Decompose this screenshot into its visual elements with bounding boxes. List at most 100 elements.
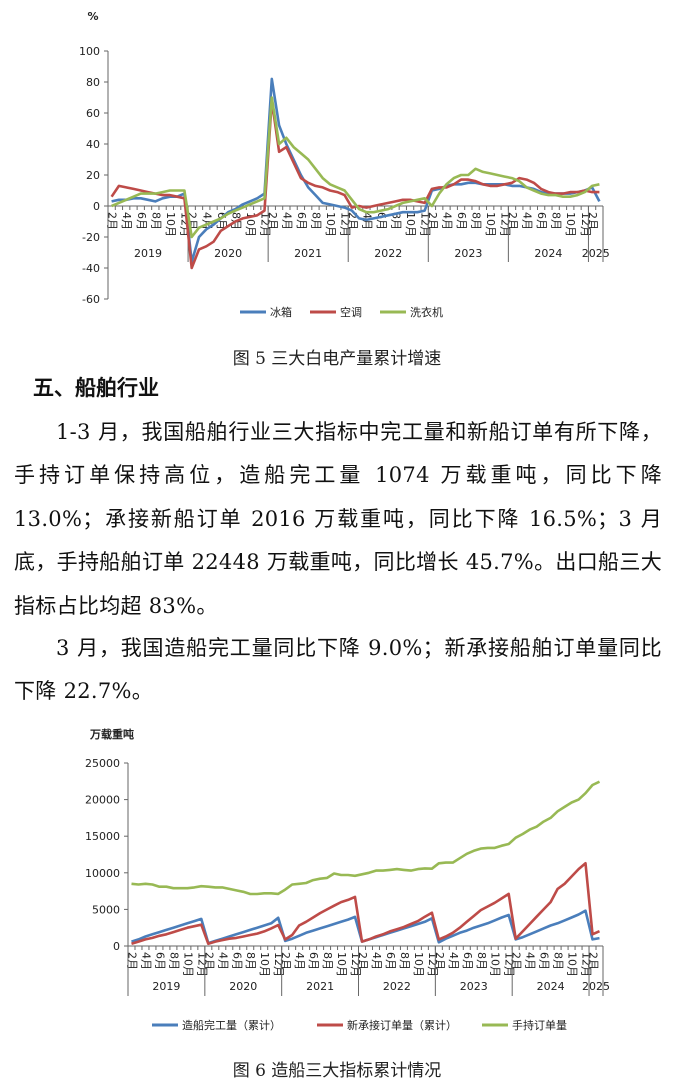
x-tick-label: 4月	[521, 212, 534, 230]
x-tick-label: 2月	[587, 952, 600, 970]
series-line	[111, 96, 600, 239]
x-group-label: 2025	[582, 247, 610, 260]
x-tick-label: 2月	[106, 212, 119, 230]
legend-label: 洗衣机	[410, 305, 443, 319]
x-tick-label: 6月	[384, 952, 397, 970]
x-tick-label: 2月	[279, 952, 292, 970]
series-line	[111, 77, 601, 264]
x-tick-label: 6月	[230, 952, 243, 970]
x-tick-label: 8月	[550, 212, 563, 230]
x-tick-label: 10月	[181, 952, 194, 977]
series-line	[131, 780, 601, 896]
y-tick-label: 0	[93, 200, 100, 213]
x-tick-label: 8月	[309, 212, 322, 230]
y-tick-label: 10000	[85, 867, 120, 880]
x-tick-label: 10月	[335, 952, 348, 977]
x-tick-label: 6月	[538, 952, 551, 970]
y-tick-label: 15000	[85, 830, 120, 843]
x-group-label: 2020	[229, 980, 257, 993]
x-tick-label: 4月	[139, 952, 152, 970]
x-group-label: 2024	[537, 980, 565, 993]
x-tick-label: 8月	[470, 212, 483, 230]
x-tick-label: 2月	[506, 212, 519, 230]
y-axis-unit: %	[87, 10, 98, 23]
x-tick-label: 2月	[433, 952, 446, 970]
x-tick-label: 4月	[447, 952, 460, 970]
x-group-label: 2022	[374, 247, 402, 260]
x-tick-label: 6月	[295, 212, 308, 230]
x-tick-label: 6月	[535, 212, 548, 230]
y-tick-label: 5000	[92, 903, 120, 916]
y-tick-label: 60	[86, 107, 100, 120]
x-group-label: 2021	[294, 247, 322, 260]
x-group-label: 2020	[214, 247, 242, 260]
x-tick-label: 8月	[149, 212, 162, 230]
series-line	[131, 861, 601, 946]
y-tick-label: 20	[86, 169, 100, 182]
x-tick-label: 10月	[324, 212, 337, 237]
x-group-label: 2019	[152, 980, 180, 993]
legend-label: 造船完工量（累计）	[182, 1018, 281, 1032]
x-tick-label: 2月	[202, 952, 215, 970]
y-tick-label: -60	[82, 293, 100, 306]
x-tick-label: 4月	[524, 952, 537, 970]
x-tick-label: 10月	[164, 212, 177, 237]
x-tick-label: 10月	[566, 952, 579, 977]
x-tick-label: 4月	[293, 952, 306, 970]
x-group-label: 2023	[454, 247, 482, 260]
x-tick-label: 2月	[125, 952, 138, 970]
x-tick-label: 10月	[412, 952, 425, 977]
x-tick-label: 6月	[153, 952, 166, 970]
x-tick-label: 2月	[266, 212, 279, 230]
x-tick-label: 6月	[135, 212, 148, 230]
y-tick-label: 25000	[85, 757, 120, 770]
x-tick-label: 8月	[398, 952, 411, 970]
x-tick-label: 4月	[440, 212, 453, 230]
x-group-label: 2024	[534, 247, 562, 260]
series-line	[110, 99, 600, 270]
x-tick-label: 2月	[510, 952, 523, 970]
x-tick-label: 10月	[484, 212, 497, 237]
paragraph: 3 月，我国造船完工量同比下降 9.0%；新承接船舶订单量同比下降 22.7%。	[14, 636, 662, 704]
x-tick-label: 4月	[120, 212, 133, 230]
figure-caption: 图 5 三大白电产量累计增速	[233, 349, 442, 369]
legend-label: 新承接订单量（累计）	[347, 1018, 457, 1032]
x-tick-label: 10月	[404, 212, 417, 237]
x-tick-label: 8月	[475, 952, 488, 970]
x-group-label: 2019	[134, 247, 162, 260]
x-tick-label: 8月	[167, 952, 180, 970]
x-tick-label: 10月	[258, 952, 271, 977]
x-tick-label: 8月	[244, 952, 257, 970]
y-tick-label: 0	[113, 940, 120, 953]
y-axis-unit: 万载重吨	[89, 727, 134, 741]
x-tick-label: 6月	[461, 952, 474, 970]
legend-label: 空调	[340, 305, 362, 319]
y-tick-label: 80	[86, 76, 100, 89]
y-tick-label: 100	[79, 45, 100, 58]
x-tick-label: 4月	[370, 952, 383, 970]
x-tick-label: 4月	[280, 212, 293, 230]
x-tick-label: 2月	[586, 212, 599, 230]
y-tick-label: 40	[86, 138, 100, 151]
y-tick-label: -20	[82, 231, 100, 244]
legend-label: 冰箱	[270, 305, 292, 319]
x-group-label: 2021	[306, 980, 334, 993]
paragraph: 1-3 月，我国船舶行业三大指标中完工量和新船订单有所下降，手持订单保持高位，造…	[14, 420, 662, 618]
x-tick-label: 8月	[321, 952, 334, 970]
y-tick-label: -40	[82, 262, 100, 275]
x-tick-label: 8月	[390, 212, 403, 230]
y-tick-label: 20000	[85, 794, 120, 807]
x-tick-label: 8月	[552, 952, 565, 970]
figure-caption: 图 6 造船三大指标累计情况	[233, 1061, 442, 1081]
x-tick-label: 2月	[356, 952, 369, 970]
x-group-label: 2025	[582, 980, 610, 993]
legend-label: 手持订单量	[512, 1018, 567, 1032]
x-tick-label: 6月	[307, 952, 320, 970]
x-group-label: 2023	[460, 980, 488, 993]
x-group-label: 2022	[383, 980, 411, 993]
x-tick-label: 4月	[216, 952, 229, 970]
section-heading: 五、船舶行业	[33, 376, 159, 400]
x-tick-label: 6月	[455, 212, 468, 230]
